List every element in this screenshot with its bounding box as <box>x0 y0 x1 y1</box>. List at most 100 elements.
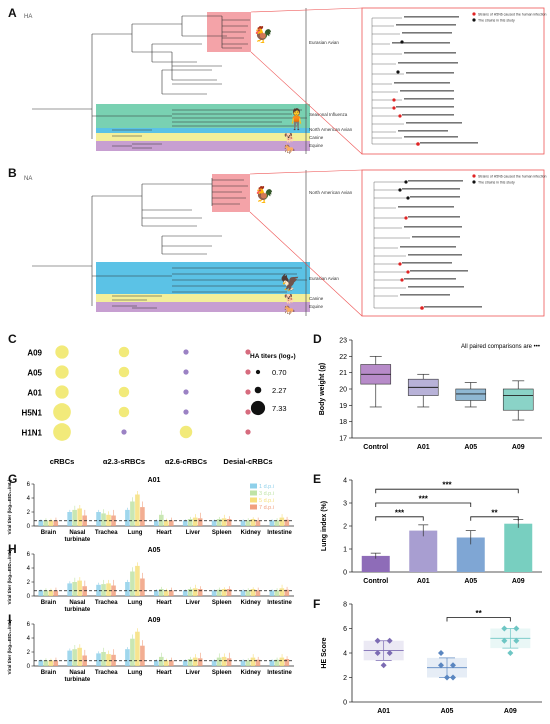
bar <box>211 590 217 596</box>
bar <box>197 518 203 526</box>
bar <box>53 590 59 596</box>
bar <box>197 658 203 666</box>
tree-branches <box>32 15 307 149</box>
x-tick-label: Trachea <box>95 670 118 676</box>
zoomed-leaf-labels <box>392 16 478 144</box>
bubble-point <box>245 409 251 415</box>
bar <box>96 512 101 526</box>
panel-letter-i: I <box>8 612 12 626</box>
bar <box>135 494 140 526</box>
equine-clade-band <box>96 141 310 151</box>
bar <box>77 647 82 666</box>
dog-icon: 🐕 <box>284 293 295 304</box>
data-point <box>513 625 520 632</box>
bar <box>43 590 49 596</box>
bar <box>269 590 275 596</box>
bubble-point <box>179 425 193 439</box>
bar <box>130 638 135 666</box>
row-label: A01 <box>27 389 42 398</box>
bar <box>164 590 169 596</box>
significance-label: *** <box>395 508 405 517</box>
zoomed-markers <box>398 180 424 310</box>
legend-study-marker <box>472 180 476 184</box>
y-tick-label: 8 <box>343 602 347 609</box>
data-point <box>380 662 387 669</box>
eurasian-clade-band <box>96 262 310 294</box>
bar <box>250 657 256 666</box>
bar <box>182 520 188 526</box>
legend-label: 1 d.p.i <box>259 484 274 490</box>
bar <box>240 660 246 666</box>
y-tick-label: 4 <box>27 636 31 642</box>
bar <box>245 520 251 526</box>
bar <box>284 659 290 666</box>
bar <box>361 555 390 572</box>
x-tick-label: Intestine <box>267 530 292 536</box>
box-body <box>502 388 534 411</box>
y-tick-label: 6 <box>343 626 347 633</box>
bar <box>67 650 72 666</box>
bar <box>274 590 280 596</box>
y-tick-label: 0 <box>27 594 31 600</box>
bar <box>269 660 275 666</box>
viral-titer-a01-chart: A01 0 2 4 6 Viral titer (log₁₀EID₅₀/mL) Brain N… <box>7 477 294 543</box>
bar <box>48 660 54 666</box>
significance-bracket <box>446 617 511 622</box>
y-tick-label: 2 <box>343 524 347 531</box>
box-body <box>455 388 487 401</box>
segment-label-ha: HA <box>24 14 32 20</box>
bar <box>211 520 217 526</box>
y-tick-label: 19 <box>339 403 347 410</box>
zoom-connector-top <box>249 169 363 175</box>
y-axis-label: Viral titer (log₁₀EID₅₀/mL) <box>7 479 12 534</box>
y-tick-label: 20 <box>339 387 347 394</box>
significance-label: ** <box>491 508 498 517</box>
x-tick-label: Liver <box>186 670 201 676</box>
bar <box>67 583 72 596</box>
legend-size-label: 2.27 <box>272 386 287 395</box>
bar <box>250 519 256 526</box>
x-tick-label: A09 <box>504 708 517 715</box>
bubble-point <box>183 369 189 375</box>
x-tick-label: Heart <box>156 530 171 536</box>
x-tick-label: Lung <box>128 530 143 536</box>
bar <box>240 590 246 596</box>
bubble-point <box>245 349 251 355</box>
legend-label: 5 d.p.i <box>259 498 274 504</box>
bar <box>77 580 82 596</box>
x-tick-label: Kidney <box>241 600 262 606</box>
bar <box>135 631 140 666</box>
bubble-point <box>121 429 127 435</box>
bar <box>284 589 290 596</box>
bar <box>245 590 251 596</box>
bar <box>192 588 198 596</box>
zoom-connector-bottom <box>249 211 363 317</box>
chart-title: A05 <box>148 547 161 554</box>
bar <box>504 523 533 572</box>
bubble-point <box>118 406 130 418</box>
data-point <box>501 637 508 644</box>
bar <box>279 588 285 596</box>
bar <box>221 656 227 666</box>
x-tick-label: Liver <box>186 600 201 606</box>
y-axis-label: Viral titer (log₁₀EID₅₀/mL) <box>7 549 12 604</box>
significance-bracket <box>375 516 424 521</box>
ha-titer-bubble-chart: A09 A05 A01 H5N1 H1N1 cRBCs α2,3-sRBCs α2,6-cRB… <box>22 345 296 464</box>
legend-label: 3 d.p.i <box>259 491 274 497</box>
bar <box>111 585 116 596</box>
bar <box>182 590 188 596</box>
bubble-point <box>118 386 130 398</box>
tree-branches <box>32 178 307 309</box>
chicken-icon: 🐓 <box>253 25 273 44</box>
bar <box>169 520 174 526</box>
comparison-annotation: All paired comparisons are ••• <box>461 344 540 350</box>
data-point <box>438 662 444 669</box>
clade-label-north-american: North American Avian <box>309 190 353 195</box>
bar <box>67 512 72 526</box>
bar <box>154 520 159 526</box>
bar <box>221 589 227 596</box>
y-axis-label: Viral titer (log₁₀EID₅₀/mL) <box>7 619 12 674</box>
data-point <box>450 662 456 669</box>
y-tick-label: 17 <box>339 436 347 443</box>
bar <box>130 571 135 596</box>
